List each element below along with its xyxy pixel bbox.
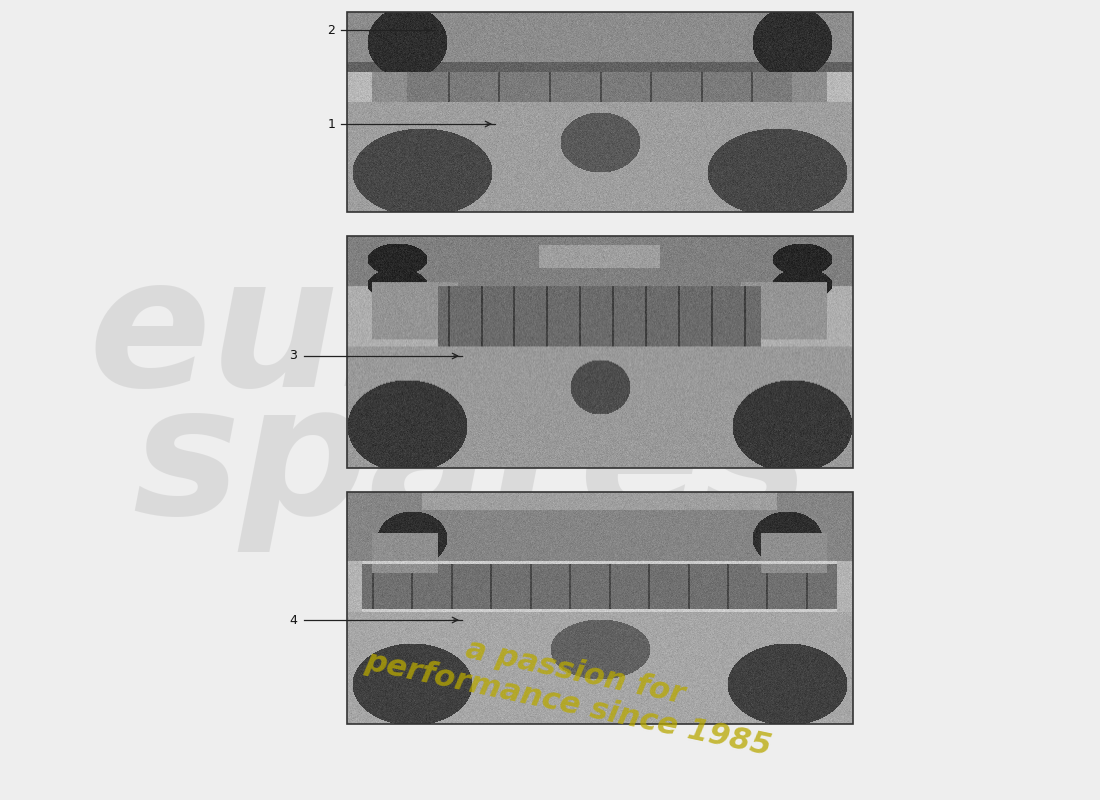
- Bar: [346, 492, 852, 724]
- Text: 4: 4: [289, 614, 297, 626]
- Bar: [346, 236, 852, 468]
- Text: spares: spares: [132, 376, 810, 552]
- Bar: [346, 236, 852, 468]
- Text: euro: euro: [88, 248, 552, 424]
- Text: 3: 3: [289, 350, 297, 362]
- Text: a passion for
performance since 1985: a passion for performance since 1985: [363, 614, 781, 762]
- Bar: [346, 12, 852, 212]
- Text: 1: 1: [328, 118, 336, 130]
- Bar: [346, 12, 852, 212]
- Text: 2: 2: [328, 24, 336, 37]
- Bar: [346, 492, 852, 724]
